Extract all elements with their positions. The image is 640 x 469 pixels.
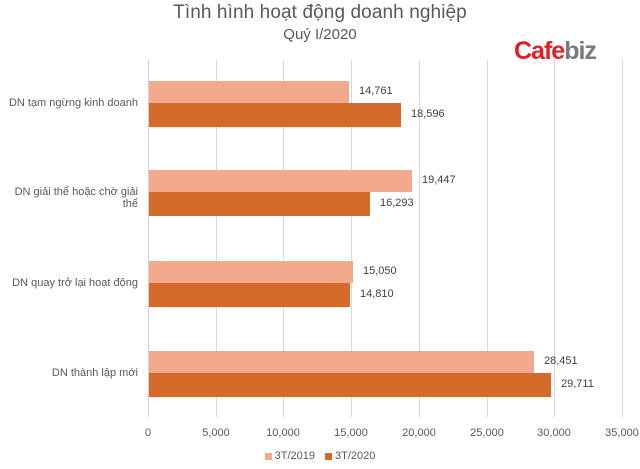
category-label: DN giải thể hoặc chờ giải thể [14,186,138,210]
gridline [487,60,488,417]
chart-subtitle: Quý I/2020 [283,26,357,43]
legend-swatch-2019 [264,452,272,460]
x-tick-label: 0 [144,427,152,439]
data-label: 28,451 [544,355,578,367]
cafebiz-logo: Cafebiz [514,37,597,65]
gridline [419,60,420,417]
data-label: 14,810 [360,288,394,300]
gridline [216,60,217,417]
data-label: 16,293 [380,197,414,209]
data-label: 14,761 [359,85,393,97]
legend: 3T/2019 3T/2020 [0,450,640,462]
legend-item-2020: 3T/2020 [325,450,375,462]
gridline [351,60,352,417]
gridline [622,60,623,417]
legend-label-2019: 3T/2019 [274,450,315,462]
logo-part-cafe: Cafe [514,37,565,65]
bar-3t-2019 [149,261,353,283]
x-tick-label: 10,000 [266,427,300,439]
chart-title: Tình hình hoạt động doanh nghiệp [173,2,467,23]
bar-3t-2020 [149,283,350,307]
category-label: DN tạm ngừng kinh doanh [8,97,138,109]
x-tick-label: 15,000 [334,427,368,439]
bar-3t-2020 [149,103,401,127]
bar-3t-2020 [149,373,551,397]
legend-swatch-2020 [325,452,332,460]
gridline [283,60,284,417]
y-axis-line [148,60,149,417]
data-label: 18,596 [411,108,445,120]
legend-item-2019: 3T/2019 [264,450,315,462]
x-tick-label: 20,000 [402,427,436,439]
data-label: 15,050 [363,265,397,277]
x-tick-label: 25,000 [470,427,504,439]
bar-3t-2019 [149,351,534,373]
x-tick-label: 30,000 [537,427,571,439]
category-label: DN thành lập mới [51,367,138,379]
data-label: 29,711 [561,378,594,390]
logo-part-biz: biz [564,37,597,65]
legend-label-2020: 3T/2020 [335,450,376,462]
gridline [554,60,555,417]
x-tick-label: 5,000 [202,427,230,439]
x-tick-label: 35,000 [605,427,639,439]
bar-3t-2020 [149,192,370,216]
bar-3t-2019 [149,170,412,192]
category-label: DN quay trở lại hoạt động [12,277,138,289]
data-label: 19,447 [422,174,456,186]
bar-3t-2019 [149,81,349,103]
